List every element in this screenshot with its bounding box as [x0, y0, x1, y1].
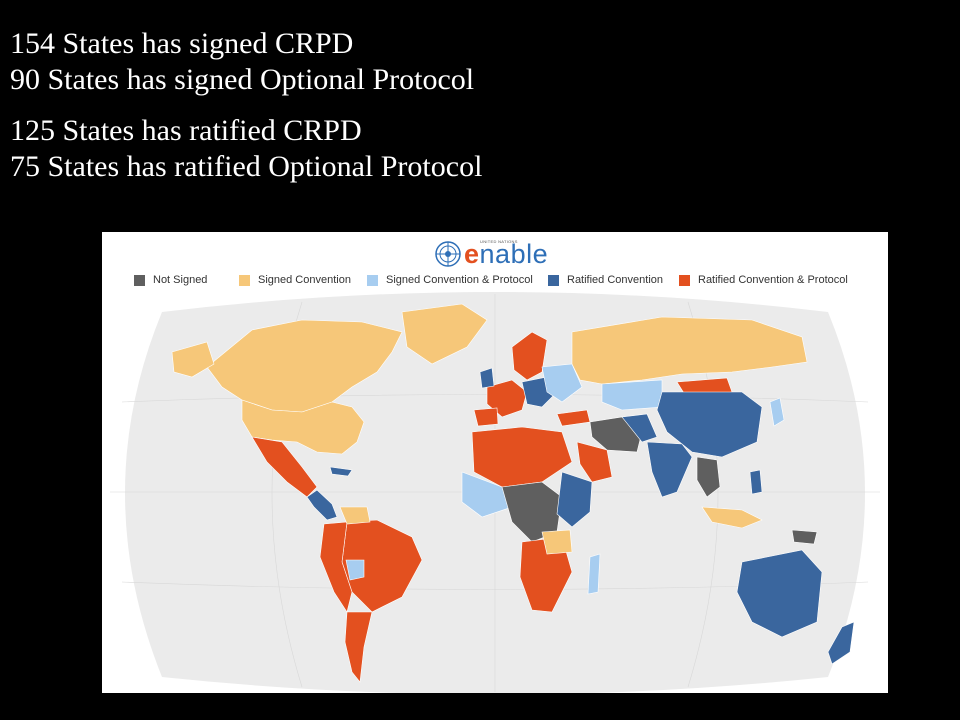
region-greenland	[401, 303, 488, 365]
region-north-africa	[471, 426, 573, 488]
signed-crpd-stat: 154 States has signed CRPD	[10, 27, 354, 60]
region-central-america	[306, 489, 338, 521]
region-zambia	[541, 529, 573, 555]
enable-logo: UNITED NATIONS enable	[434, 238, 548, 270]
region-southeast-asia	[696, 456, 721, 498]
region-madagascar	[587, 553, 601, 595]
legend-swatch	[548, 274, 559, 286]
legend-swatch	[679, 274, 690, 286]
region-argentina-chile	[344, 611, 373, 683]
signed-optional-protocol-stat: 90 States has signed Optional Protocol	[10, 63, 475, 96]
united-nations-small-text: UNITED NATIONS	[480, 239, 518, 244]
legend-swatch	[367, 274, 378, 286]
un-emblem-icon	[435, 241, 461, 267]
legend-swatch	[239, 274, 250, 286]
world-map	[110, 292, 880, 693]
region-japan	[769, 397, 785, 427]
legend-item-not-signed: Not Signed	[134, 272, 207, 288]
region-venezuela	[339, 506, 371, 525]
region-philippines	[749, 469, 763, 495]
region-scandinavia	[511, 331, 548, 381]
region-papua	[791, 529, 818, 545]
region-west-africa	[461, 471, 513, 518]
enable-wordmark: enable	[464, 238, 549, 269]
legend-label: Signed Convention	[258, 274, 351, 286]
region-russia	[571, 316, 808, 385]
region-china	[656, 391, 763, 458]
region-bolivia	[345, 559, 365, 581]
stats-text-block: 154 States has signed CRPD 90 States has…	[10, 26, 482, 185]
region-australia	[736, 549, 823, 638]
region-eastern-europe	[541, 363, 583, 403]
legend-item-signed-convention: Signed Convention	[239, 272, 351, 288]
region-caribbean	[329, 466, 353, 477]
region-iran	[621, 413, 658, 443]
region-east-africa	[556, 471, 593, 528]
map-legend: Not Signed Signed Convention Signed Conv…	[134, 272, 874, 290]
ratified-crpd-stat: 125 States has ratified CRPD	[10, 114, 362, 147]
region-central-asia	[601, 379, 663, 411]
region-andes	[319, 521, 353, 613]
legend-swatch	[134, 274, 145, 286]
ratified-optional-protocol-stat: 75 States has ratified Optional Protocol	[10, 150, 483, 183]
region-indonesia	[701, 506, 763, 529]
region-mexico	[251, 436, 318, 498]
legend-label: Ratified Convention & Protocol	[698, 274, 848, 286]
legend-label: Ratified Convention	[567, 274, 664, 286]
legend-item-signed-convention-protocol: Signed Convention & Protocol	[367, 272, 533, 288]
legend-label: Not Signed	[153, 274, 208, 286]
region-saudi-arabia	[576, 441, 613, 483]
legend-label: Signed Convention & Protocol	[386, 274, 533, 286]
region-new-zealand	[827, 621, 855, 665]
region-alaska	[171, 341, 215, 378]
region-iberia	[473, 407, 499, 427]
legend-item-ratified-convention: Ratified Convention	[548, 272, 663, 288]
region-india	[646, 441, 693, 498]
region-uk	[479, 367, 495, 389]
world-map-figure: UNITED NATIONS enable Not Signed Signed …	[102, 232, 888, 693]
legend-item-ratified-convention-protocol: Ratified Convention & Protocol	[679, 272, 848, 288]
